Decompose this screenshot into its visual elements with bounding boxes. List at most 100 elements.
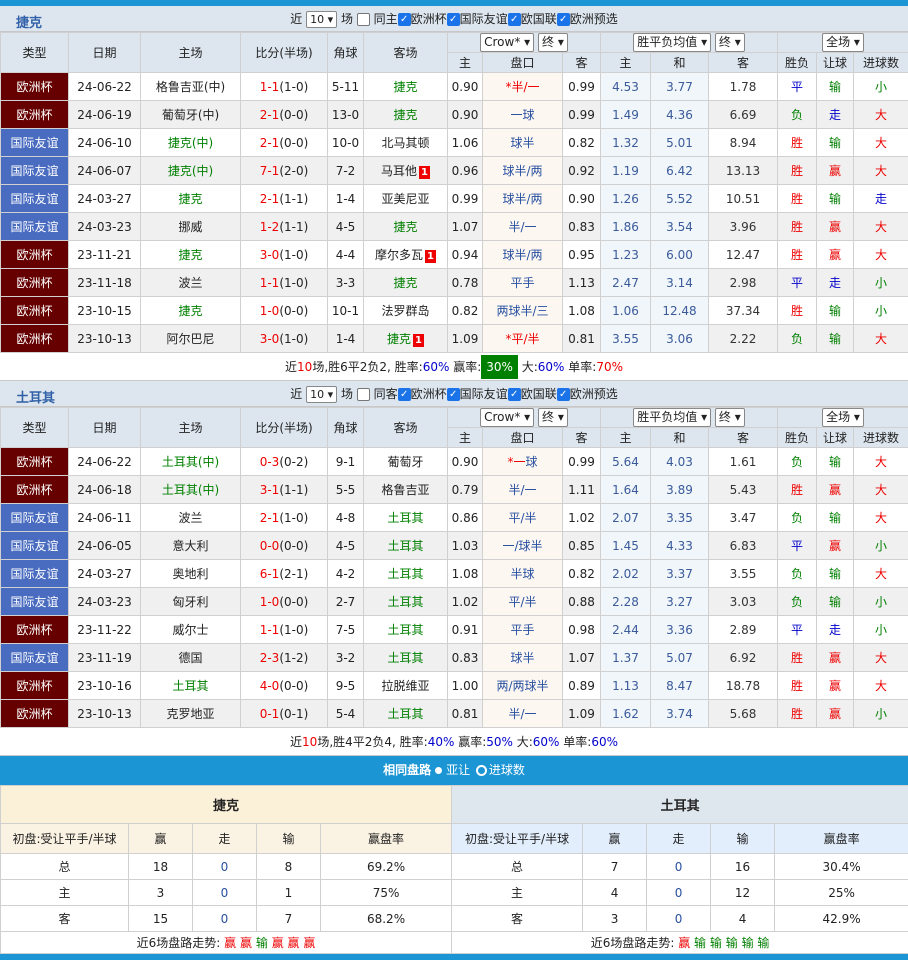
final2-select[interactable]: 终 ▾ (715, 33, 745, 52)
company-select[interactable]: Crow* ▾ (480, 408, 534, 427)
away-team[interactable]: 葡萄牙 (364, 448, 448, 476)
home-team[interactable]: 捷克 (141, 297, 241, 325)
competition-badge[interactable]: 国际友谊 (1, 504, 69, 532)
avg-select[interactable]: 胜平负均值 ▾ (633, 408, 711, 427)
home-team[interactable]: 匈牙利 (141, 588, 241, 616)
table-row[interactable]: 国际友谊 24-03-27 奥地利 6-1(2-1) 4-2 土耳其 1.08 … (1, 560, 908, 588)
league-checkbox[interactable]: ✓ (398, 13, 411, 26)
away-team[interactable]: 格鲁吉亚 (364, 476, 448, 504)
home-team[interactable]: 挪威 (141, 213, 241, 241)
table-row[interactable]: 国际友谊 24-06-05 意大利 0-0(0-0) 4-5 土耳其 1.03 … (1, 532, 908, 560)
home-team[interactable]: 奥地利 (141, 560, 241, 588)
home-team[interactable]: 波兰 (141, 504, 241, 532)
away-team[interactable]: 拉脱维亚 (364, 672, 448, 700)
competition-badge[interactable]: 欧洲杯 (1, 700, 69, 728)
final2-select[interactable]: 终 ▾ (715, 408, 745, 427)
league-checkbox[interactable]: ✓ (557, 13, 570, 26)
radio-label-asian-handicap[interactable]: 亚让 (446, 763, 470, 777)
home-team[interactable]: 捷克(中) (141, 129, 241, 157)
league-checkbox[interactable]: ✓ (398, 388, 411, 401)
table-row[interactable]: 欧洲杯 24-06-19 葡萄牙(中) 2-1(0-0) 13-0 捷克 0.9… (1, 101, 908, 129)
competition-badge[interactable]: 欧洲杯 (1, 241, 69, 269)
competition-badge[interactable]: 国际友谊 (1, 532, 69, 560)
away-team[interactable]: 土耳其 (364, 532, 448, 560)
table-row[interactable]: 欧洲杯 23-10-13 克罗地亚 0-1(0-1) 5-4 土耳其 0.81 … (1, 700, 908, 728)
home-team[interactable]: 格鲁吉亚(中) (141, 73, 241, 101)
final-select[interactable]: 终 ▾ (538, 408, 568, 427)
period-select[interactable]: 全场 ▾ (822, 33, 864, 52)
table-row[interactable]: 欧洲杯 24-06-22 格鲁吉亚(中) 1-1(1-0) 5-11 捷克 0.… (1, 73, 908, 101)
home-team[interactable]: 克罗地亚 (141, 700, 241, 728)
final-select[interactable]: 终 ▾ (538, 33, 568, 52)
table-row[interactable]: 欧洲杯 23-11-18 波兰 1-1(1-0) 3-3 捷克 0.78 平手 … (1, 269, 908, 297)
period-select[interactable]: 全场 ▾ (822, 408, 864, 427)
home-team[interactable]: 捷克(中) (141, 157, 241, 185)
company-select[interactable]: Crow* ▾ (480, 33, 534, 52)
home-team[interactable]: 德国 (141, 644, 241, 672)
table-row[interactable]: 欧洲杯 24-06-22 土耳其(中) 0-3(0-2) 9-1 葡萄牙 0.9… (1, 448, 908, 476)
league-checkbox[interactable]: ✓ (508, 13, 521, 26)
competition-badge[interactable]: 欧洲杯 (1, 101, 69, 129)
competition-badge[interactable]: 欧洲杯 (1, 297, 69, 325)
competition-badge[interactable]: 欧洲杯 (1, 476, 69, 504)
table-row[interactable]: 国际友谊 24-03-23 匈牙利 1-0(0-0) 2-7 土耳其 1.02 … (1, 588, 908, 616)
home-team[interactable]: 土耳其(中) (141, 476, 241, 504)
home-team[interactable]: 威尔士 (141, 616, 241, 644)
away-team[interactable]: 捷克 (364, 73, 448, 101)
table-row[interactable]: 国际友谊 24-03-23 挪威 1-2(1-1) 4-5 捷克 1.07 半/… (1, 213, 908, 241)
table-row[interactable]: 国际友谊 23-11-19 德国 2-3(1-2) 3-2 土耳其 0.83 球… (1, 644, 908, 672)
table-row[interactable]: 国际友谊 24-06-11 波兰 2-1(1-0) 4-8 土耳其 0.86 平… (1, 504, 908, 532)
table-row[interactable]: 欧洲杯 23-11-22 威尔士 1-1(1-0) 7-5 土耳其 0.91 平… (1, 616, 908, 644)
avg-select[interactable]: 胜平负均值 ▾ (633, 33, 711, 52)
table-row[interactable]: 国际友谊 24-06-10 捷克(中) 2-1(0-0) 10-0 北马其顿 1… (1, 129, 908, 157)
competition-badge[interactable]: 国际友谊 (1, 157, 69, 185)
competition-badge[interactable]: 国际友谊 (1, 129, 69, 157)
match-count-select[interactable]: 10 ▾ (306, 386, 337, 403)
match-count-select[interactable]: 10 ▾ (306, 11, 337, 28)
home-team[interactable]: 捷克 (141, 185, 241, 213)
home-team[interactable]: 土耳其(中) (141, 448, 241, 476)
away-team[interactable]: 亚美尼亚 (364, 185, 448, 213)
table-row[interactable]: 欧洲杯 24-06-18 土耳其(中) 3-1(1-1) 5-5 格鲁吉亚 0.… (1, 476, 908, 504)
league-checkbox[interactable]: ✓ (508, 388, 521, 401)
competition-badge[interactable]: 国际友谊 (1, 185, 69, 213)
same-venue-checkbox[interactable] (357, 13, 370, 26)
table-row[interactable]: 欧洲杯 23-10-15 捷克 1-0(0-0) 10-1 法罗群岛 0.82 … (1, 297, 908, 325)
competition-badge[interactable]: 国际友谊 (1, 213, 69, 241)
home-team[interactable]: 意大利 (141, 532, 241, 560)
radio-goals[interactable] (476, 765, 487, 776)
competition-badge[interactable]: 欧洲杯 (1, 672, 69, 700)
league-checkbox[interactable]: ✓ (557, 388, 570, 401)
away-team[interactable]: 土耳其 (364, 700, 448, 728)
competition-badge[interactable]: 国际友谊 (1, 588, 69, 616)
radio-asian-handicap[interactable] (433, 765, 444, 776)
away-team[interactable]: 捷克 (364, 213, 448, 241)
competition-badge[interactable]: 欧洲杯 (1, 269, 69, 297)
table-row[interactable]: 国际友谊 24-03-27 捷克 2-1(1-1) 1-4 亚美尼亚 0.99 … (1, 185, 908, 213)
competition-badge[interactable]: 国际友谊 (1, 644, 69, 672)
away-team[interactable]: 土耳其 (364, 644, 448, 672)
competition-badge[interactable]: 国际友谊 (1, 560, 69, 588)
home-team[interactable]: 土耳其 (141, 672, 241, 700)
away-team[interactable]: 土耳其 (364, 588, 448, 616)
away-team[interactable]: 土耳其 (364, 504, 448, 532)
home-team[interactable]: 阿尔巴尼 (141, 325, 241, 353)
home-team[interactable]: 波兰 (141, 269, 241, 297)
away-team[interactable]: 土耳其 (364, 616, 448, 644)
competition-badge[interactable]: 欧洲杯 (1, 616, 69, 644)
radio-label-goals[interactable]: 进球数 (489, 763, 525, 777)
away-team[interactable]: 法罗群岛 (364, 297, 448, 325)
away-team[interactable]: 北马其顿 (364, 129, 448, 157)
home-team[interactable]: 捷克 (141, 241, 241, 269)
league-checkbox[interactable]: ✓ (447, 13, 460, 26)
competition-badge[interactable]: 欧洲杯 (1, 448, 69, 476)
away-team[interactable]: 土耳其 (364, 560, 448, 588)
league-checkbox[interactable]: ✓ (447, 388, 460, 401)
away-team[interactable]: 捷克 (364, 269, 448, 297)
